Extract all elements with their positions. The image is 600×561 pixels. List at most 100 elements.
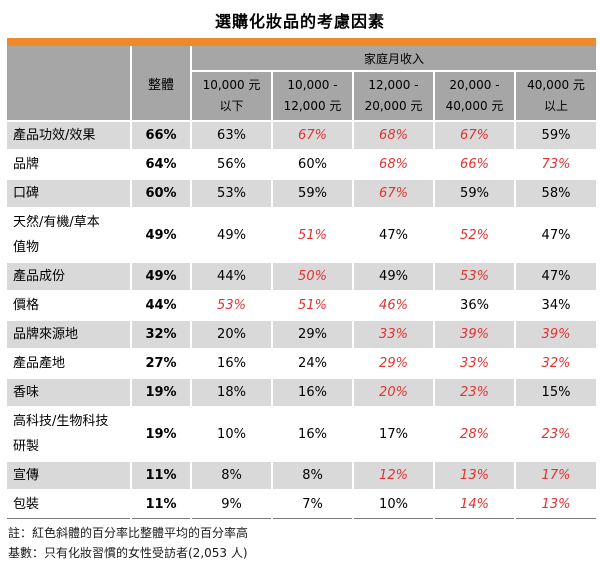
income-value: 51% [271, 290, 353, 320]
income-column-header-2: 10,000 - 12,000 元 [271, 71, 353, 121]
income-value: 59% [433, 178, 515, 208]
income-value: 39% [514, 319, 596, 349]
income-value: 53% [190, 178, 272, 208]
income-value: 29% [352, 348, 434, 378]
overall-value: 19% [130, 406, 191, 461]
income-value: 67% [271, 120, 353, 150]
income-value: 16% [190, 348, 272, 378]
table-header: 整體 家庭月收入 10,000 元 以下 10,000 - 12,000 元 12,… [7, 46, 596, 121]
income-value: 49% [190, 207, 272, 262]
table-wrapper: 整體 家庭月收入 10,000 元 以下 10,000 - 12,000 元 12,… [7, 38, 596, 519]
table-row: 天然/有機/草本 值物 49% 49% 51% 47% 52% 47% [7, 207, 596, 262]
income-value: 9% [190, 489, 272, 519]
income-value: 13% [433, 460, 515, 490]
footnote-note: 註：紅色斜體的百分率比整體平均的百分率高 [8, 526, 249, 540]
income-column-header-3: 12,000 - 20,000 元 [352, 71, 434, 121]
overall-value: 11% [130, 489, 191, 519]
income-value: 20% [352, 377, 434, 407]
table-row: 產品成份 49% 44% 50% 49% 53% 47% [7, 261, 596, 291]
income-value: 47% [514, 261, 596, 291]
factor-label: 宣傳 [7, 460, 131, 490]
overall-value: 60% [130, 178, 191, 208]
factor-label: 香味 [7, 377, 131, 407]
factor-label: 品牌 [7, 149, 131, 179]
overall-value: 19% [130, 377, 191, 407]
income-value: 13% [514, 489, 596, 519]
income-value: 52% [433, 207, 515, 262]
income-value: 36% [433, 290, 515, 320]
income-value: 16% [271, 406, 353, 461]
report-figure: 選購化妝品的考慮因素 整體 家庭月收入 10,000 元 以下 10,000 - … [0, 8, 600, 561]
income-value: 68% [352, 120, 434, 150]
income-value: 20% [190, 319, 272, 349]
factor-label: 包裝 [7, 489, 131, 519]
income-value: 46% [352, 290, 434, 320]
income-value: 58% [514, 178, 596, 208]
income-value: 68% [352, 149, 434, 179]
income-value: 10% [352, 489, 434, 519]
factors-table: 整體 家庭月收入 10,000 元 以下 10,000 - 12,000 元 12,… [7, 46, 596, 519]
footnote-base: 基數：只有化妝習慣的女性受訪者(2,053 人) [8, 546, 248, 560]
income-value: 60% [271, 149, 353, 179]
income-value: 17% [352, 406, 434, 461]
income-value: 23% [514, 406, 596, 461]
income-value: 14% [433, 489, 515, 519]
income-value: 28% [433, 406, 515, 461]
income-value: 15% [514, 377, 596, 407]
income-value: 47% [514, 207, 596, 262]
accent-bar [7, 38, 596, 46]
income-value: 34% [514, 290, 596, 320]
income-value: 51% [271, 207, 353, 262]
income-value: 53% [433, 261, 515, 291]
income-column-header-5: 40,000 元 以上 [514, 71, 596, 121]
table-row: 宣傳 11% 8% 8% 12% 13% 17% [7, 460, 596, 490]
income-column-header-1: 10,000 元 以下 [190, 71, 272, 121]
overall-column-header: 整體 [130, 46, 191, 121]
income-column-header-4: 20,000 - 40,000 元 [433, 71, 515, 121]
income-value: 56% [190, 149, 272, 179]
footnotes: 註：紅色斜體的百分率比整體平均的百分率高 基數：只有化妝習慣的女性受訪者(2,0… [8, 524, 600, 561]
factor-label: 高科技/生物科技 研製 [7, 406, 131, 461]
page-title: 選購化妝品的考慮因素 [214, 12, 385, 31]
factor-label: 口碑 [7, 178, 131, 208]
income-value: 8% [271, 460, 353, 490]
income-value: 33% [352, 319, 434, 349]
income-value: 8% [190, 460, 272, 490]
income-value: 10% [190, 406, 272, 461]
table-row: 高科技/生物科技 研製 19% 10% 16% 17% 28% 23% [7, 406, 596, 461]
table-row: 產品功效/效果 66% 63% 67% 68% 67% 59% [7, 120, 596, 150]
factor-label: 品牌來源地 [7, 319, 131, 349]
factor-label: 產品成份 [7, 261, 131, 291]
income-value: 23% [433, 377, 515, 407]
income-value: 67% [433, 120, 515, 150]
factor-label: 產品產地 [7, 348, 131, 378]
income-value: 47% [352, 207, 434, 262]
income-value: 7% [271, 489, 353, 519]
income-group-header: 家庭月收入 [190, 46, 596, 72]
overall-value: 44% [130, 290, 191, 320]
factor-label: 產品功效/效果 [7, 120, 131, 150]
overall-value: 49% [130, 261, 191, 291]
factor-label: 價格 [7, 290, 131, 320]
corner-cell [7, 46, 131, 121]
factor-label: 天然/有機/草本 值物 [7, 207, 131, 262]
table-row: 品牌 64% 56% 60% 68% 66% 73% [7, 149, 596, 179]
income-value: 67% [352, 178, 434, 208]
table-body: 產品功效/效果 66% 63% 67% 68% 67% 59% 品牌 64% 56% 60% 68% 6… [7, 120, 596, 519]
table-row: 品牌來源地 32% 20% 29% 33% 39% 39% [7, 319, 596, 349]
income-value: 59% [514, 120, 596, 150]
income-value: 59% [271, 178, 353, 208]
income-value: 49% [352, 261, 434, 291]
table-row: 產品產地 27% 16% 24% 29% 33% 32% [7, 348, 596, 378]
table-row: 包裝 11% 9% 7% 10% 14% 13% [7, 489, 596, 519]
income-value: 33% [433, 348, 515, 378]
income-value: 63% [190, 120, 272, 150]
income-value: 44% [190, 261, 272, 291]
overall-value: 27% [130, 348, 191, 378]
income-value: 66% [433, 149, 515, 179]
income-value: 53% [190, 290, 272, 320]
income-value: 12% [352, 460, 434, 490]
overall-value: 49% [130, 207, 191, 262]
table-row: 價格 44% 53% 51% 46% 36% 34% [7, 290, 596, 320]
income-value: 32% [514, 348, 596, 378]
